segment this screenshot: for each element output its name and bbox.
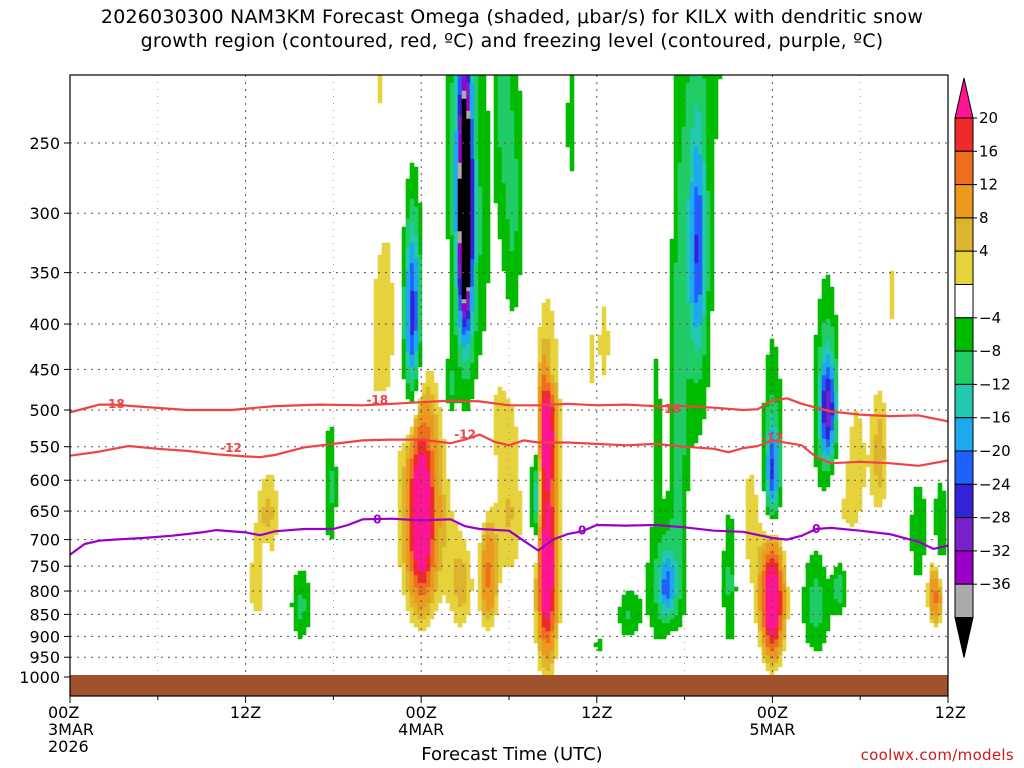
x-tick-label: 4MAR [398, 720, 444, 739]
colorbar-swatch [954, 284, 974, 319]
colorbar-swatch [954, 150, 974, 186]
x-tick-label: 00Z [48, 703, 79, 722]
contour-dendritic-top [70, 397, 948, 423]
colorbar-swatch [954, 517, 974, 552]
contour-label: 0 [373, 512, 381, 526]
contours: -18 -18 -18 -12 -12 -12 0 0 0 [70, 393, 948, 556]
contour-label: -12 [454, 428, 476, 442]
y-tick-label: 350 [29, 264, 60, 283]
y-tick-label: 550 [29, 438, 60, 457]
colorbar-label: −4 [979, 309, 1001, 327]
credit-link[interactable]: coolwx.com/models [860, 746, 1014, 764]
contour-label: -12 [762, 431, 784, 445]
colorbar-swatch [954, 417, 974, 452]
colorbar-swatch [954, 483, 974, 519]
colorbar-label: −16 [979, 409, 1011, 427]
colorbar-label: 12 [979, 176, 998, 194]
contour-label: -18 [103, 397, 125, 411]
colorbar-label: −12 [979, 375, 1011, 393]
x-tick-label: 5MAR [749, 720, 795, 739]
y-axis: 250 300 350 400 450 500 550 600 650 700 750 800 850 9… [19, 134, 70, 687]
contour-label: 0 [578, 524, 586, 538]
colorbar-swatch [954, 550, 974, 585]
colorbar-swatch [954, 317, 974, 352]
colorbar-swatch [954, 450, 974, 485]
omega-band [457, 98, 471, 300]
colorbar-swatch [954, 583, 974, 619]
x-axis-label: Forecast Time (UTC) [421, 744, 603, 765]
y-tick-label: 950 [29, 648, 60, 667]
y-tick-label: 500 [29, 401, 60, 420]
y-tick-label: 400 [29, 315, 60, 334]
colorbar-swatch [954, 184, 974, 219]
x-tick-label: 3MAR [48, 720, 94, 739]
colorbar-swatch [954, 217, 974, 252]
colorbar-swatch [954, 383, 974, 419]
colorbar-label: 20 [979, 109, 998, 127]
chart-title-line-1: 2026030300 NAM3KM Forecast Omega (shaded… [100, 6, 924, 28]
colorbar-label: −24 [979, 475, 1011, 493]
colorbar-arrow-top [954, 77, 974, 119]
colorbar-label: 8 [979, 209, 989, 227]
colorbar-swatch [954, 117, 974, 152]
y-tick-label: 750 [29, 557, 60, 576]
contour-label: -18 [659, 402, 681, 416]
colorbar-label: −20 [979, 442, 1011, 460]
x-tick-label: 12Z [935, 703, 966, 722]
colorbar-label: 4 [979, 242, 989, 260]
y-tick-label: 650 [29, 502, 60, 521]
y-tick-label: 800 [29, 582, 60, 601]
colorbar: 20 16 12 8 4 −4 −8 −12 −16 −20 −24 −28 −32 −36 [954, 77, 1011, 658]
omega-band [261, 338, 943, 672]
contour-label: -12 [220, 441, 242, 455]
x-tick-label: 12Z [581, 703, 612, 722]
contour-dendritic-bottom [70, 433, 948, 467]
colorbar-label: −32 [979, 542, 1011, 560]
colorbar-label: −36 [979, 575, 1011, 593]
colorbar-label: 16 [979, 142, 998, 160]
contour-freezing-level [70, 517, 948, 556]
y-tick-label: 450 [29, 360, 60, 379]
y-tick-label: 600 [29, 471, 60, 490]
x-tick-label: 00Z [757, 703, 788, 722]
y-tick-label: 900 [29, 627, 60, 646]
y-tick-label: 250 [29, 134, 60, 153]
colorbar-arrow-bottom [954, 617, 974, 658]
chart-title-line-2: growth region (contoured, red, ºC) and f… [140, 30, 884, 52]
contour-label: -18 [366, 393, 388, 407]
x-tick-label: 12Z [230, 703, 261, 722]
colorbar-swatch [954, 350, 974, 385]
x-tick-label: 00Z [406, 703, 437, 722]
x-tick-label: 2026 [48, 737, 89, 756]
colorbar-label: −28 [979, 509, 1011, 527]
omega-band [409, 75, 835, 480]
ground-terrain [70, 675, 948, 696]
colorbar-swatch [954, 250, 974, 285]
y-tick-label: 1000 [19, 668, 60, 687]
y-tick-label: 300 [29, 204, 60, 223]
colorbar-label: −8 [979, 342, 1001, 360]
y-tick-label: 850 [29, 605, 60, 624]
contour-label: 0 [812, 522, 820, 536]
y-tick-label: 700 [29, 531, 60, 550]
omega-shading [249, 75, 947, 684]
